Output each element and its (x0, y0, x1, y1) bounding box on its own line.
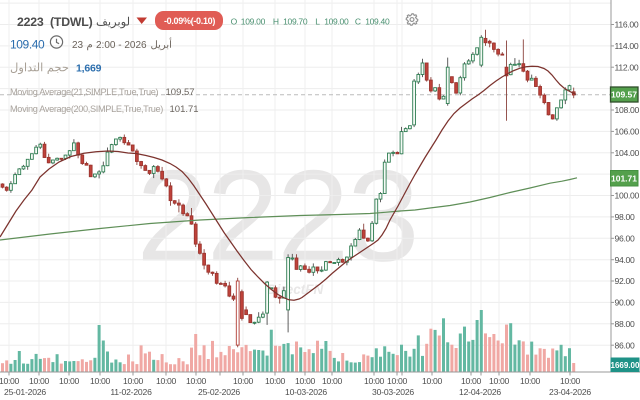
svg-text:O: O (231, 16, 238, 26)
svg-text:109.57: 109.57 (166, 87, 195, 98)
svg-text:106.00: 106.00 (615, 127, 640, 137)
svg-text:96.00: 96.00 (615, 233, 636, 243)
svg-text:10:00: 10:00 (422, 376, 443, 386)
svg-text:10:00: 10:00 (387, 376, 408, 386)
svg-text:H: H (273, 16, 279, 26)
svg-text:-0.09%(-0.10): -0.09%(-0.10) (164, 16, 215, 26)
svg-text:10:00: 10:00 (123, 376, 144, 386)
svg-text:10:00: 10:00 (90, 376, 111, 386)
svg-text:25-02-2026: 25-02-2026 (198, 387, 240, 397)
svg-text:23: 23 (72, 40, 84, 51)
svg-text:88.00: 88.00 (615, 319, 636, 329)
svg-text:98.00: 98.00 (615, 212, 636, 222)
svg-text:10-03-2026: 10-03-2026 (285, 387, 327, 397)
svg-text:DirectFN: DirectFN (267, 282, 324, 297)
svg-text:109.00: 109.00 (241, 16, 266, 26)
svg-text:10:00: 10:00 (560, 376, 581, 386)
svg-text:Moving Average(21,SIMPLE,True,: Moving Average(21,SIMPLE,True,True) (10, 87, 159, 97)
svg-text:112.00: 112.00 (615, 62, 639, 72)
svg-text:90.00: 90.00 (615, 298, 636, 308)
svg-text:10:00: 10:00 (233, 376, 254, 386)
svg-text:10:00: 10:00 (156, 376, 177, 386)
svg-text:109.00: 109.00 (324, 16, 349, 26)
svg-text:116.00: 116.00 (615, 20, 639, 30)
svg-text:10:00: 10:00 (322, 376, 343, 386)
svg-text:10:00: 10:00 (364, 376, 385, 386)
svg-text:10:00: 10:00 (59, 376, 80, 386)
svg-text:10:00: 10:00 (265, 376, 286, 386)
svg-text:23-04-2026: 23-04-2026 (549, 387, 591, 397)
svg-text:100.00: 100.00 (615, 191, 640, 201)
svg-text:101.71: 101.71 (611, 173, 637, 183)
svg-text:114.00: 114.00 (615, 41, 639, 51)
svg-text:C: C (355, 16, 361, 26)
svg-text:101.71: 101.71 (170, 104, 199, 115)
svg-text:104.00: 104.00 (615, 148, 640, 158)
svg-text:10:00: 10:00 (186, 376, 207, 386)
svg-text:109.40: 109.40 (10, 37, 45, 51)
svg-text:10:00: 10:00 (29, 376, 50, 386)
svg-text:1669.00: 1669.00 (611, 361, 640, 370)
svg-text:11-02-2026: 11-02-2026 (110, 387, 152, 397)
svg-text:30-03-2026: 30-03-2026 (372, 387, 414, 397)
svg-text:2223 (TDWL): 2223 (TDWL) (17, 15, 93, 29)
svg-text:25-01-2026: 25-01-2026 (4, 387, 46, 397)
svg-text:94.00: 94.00 (615, 255, 636, 265)
svg-text:12-04-2026: 12-04-2026 (459, 387, 501, 397)
svg-text:109.57: 109.57 (611, 90, 637, 100)
svg-text:10:00: 10:00 (0, 376, 20, 386)
svg-text:1,669: 1,669 (76, 63, 102, 75)
svg-text:2223: 2223 (136, 143, 417, 289)
svg-text:10:00: 10:00 (461, 376, 482, 386)
svg-text:86.00: 86.00 (615, 340, 636, 350)
svg-text:2:00 - 2026: 2:00 - 2026 (96, 40, 147, 51)
svg-text:92.00: 92.00 (615, 276, 636, 286)
svg-text:L: L (315, 16, 320, 26)
svg-text:Moving Average(200,SIMPLE,True: Moving Average(200,SIMPLE,True,True) (10, 104, 163, 114)
svg-text:109.70: 109.70 (283, 16, 308, 26)
svg-text:10:00: 10:00 (489, 376, 510, 386)
svg-text:108.00: 108.00 (615, 105, 640, 115)
svg-text:10:00: 10:00 (295, 376, 316, 386)
svg-text:10:00: 10:00 (520, 376, 541, 386)
svg-text:109.40: 109.40 (365, 16, 390, 26)
